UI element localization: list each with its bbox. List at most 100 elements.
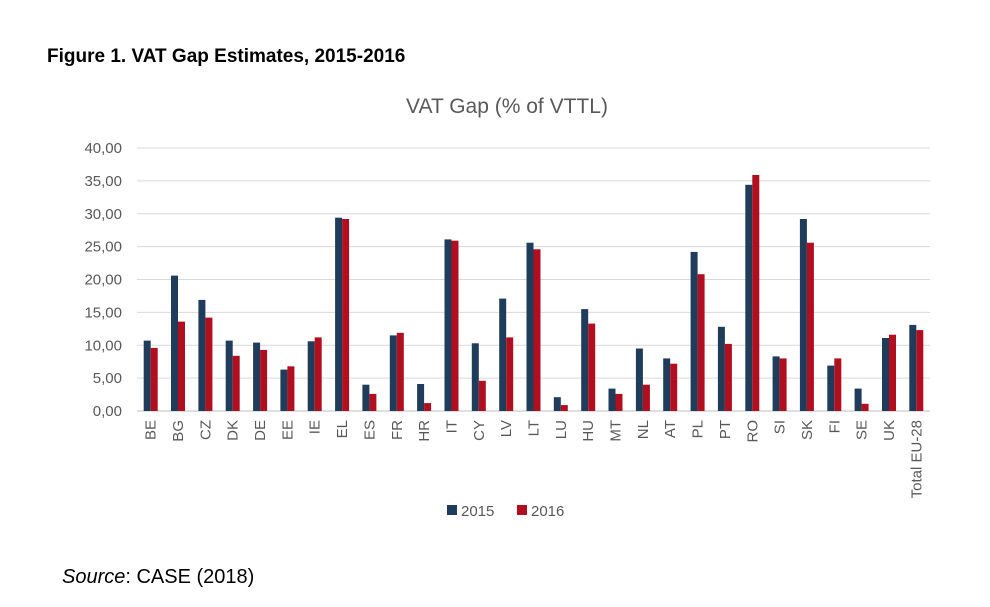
bar-2015: [143, 340, 151, 411]
bar-2016: [752, 175, 760, 411]
x-tick-label: LT: [526, 420, 543, 436]
x-tick-label: IT: [444, 420, 461, 433]
bar-2016: [506, 337, 514, 411]
bar-2016: [260, 349, 268, 411]
bar-2015: [717, 326, 725, 411]
bar-2016: [806, 242, 814, 411]
bar-2016: [834, 358, 842, 411]
bar-2016: [560, 405, 568, 411]
bar-2015: [444, 239, 452, 411]
legend: 2015 2016: [447, 503, 564, 520]
bar-2015: [471, 343, 479, 411]
x-axis: BE BG CZ DK DE EE IE EL ES FR HR IT CY LV LT LU HU MT NL AT…: [143, 420, 926, 499]
y-tick-label: 10,00: [84, 337, 122, 354]
bars: [143, 175, 924, 411]
bar-2015: [253, 342, 261, 411]
source-text: : CASE (2018): [125, 566, 255, 588]
x-tick-label: BE: [143, 420, 160, 440]
x-tick-label: ES: [361, 420, 378, 440]
y-tick-label: 5,00: [93, 370, 122, 387]
x-tick-label: SK: [799, 420, 816, 440]
x-tick-label: SI: [772, 420, 789, 434]
bar-2015: [307, 341, 315, 411]
bar-2016: [533, 249, 541, 411]
bar-2015: [909, 324, 917, 411]
x-tick-label: MT: [608, 420, 625, 442]
legend-swatch: [517, 505, 527, 515]
x-tick-label: PT: [717, 420, 734, 439]
bar-2015: [553, 397, 561, 411]
y-tick-label: 15,00: [84, 304, 122, 321]
bar-2015: [799, 219, 807, 411]
legend-label: 2015: [461, 503, 494, 520]
bar-2015: [854, 388, 862, 411]
bar-2015: [198, 299, 206, 411]
bar-2015: [526, 242, 534, 411]
x-tick-label: FR: [389, 420, 406, 440]
x-tick-label: RO: [744, 420, 761, 443]
bar-2015: [608, 388, 616, 411]
bar-2015: [772, 356, 780, 411]
bar-2015: [335, 217, 343, 411]
x-tick-label: CZ: [197, 420, 214, 440]
x-tick-label: UK: [881, 420, 898, 441]
bar-2015: [280, 369, 288, 411]
bar-2016: [861, 403, 869, 411]
y-tick-label: 35,00: [84, 173, 122, 190]
bar-2015: [389, 335, 397, 411]
x-tick-label: DE: [252, 420, 269, 441]
x-tick-label: LV: [498, 420, 515, 437]
x-tick-label: NL: [635, 420, 652, 439]
bar-2016: [150, 347, 158, 411]
bar-2015: [663, 358, 671, 411]
bar-2015: [690, 251, 698, 411]
bar-2015: [499, 298, 507, 411]
bar-2016: [342, 219, 350, 411]
bar-2015: [362, 384, 370, 411]
x-tick-label: EE: [279, 420, 296, 440]
bar-2015: [417, 384, 425, 411]
bar-2016: [451, 240, 459, 411]
x-tick-label: CY: [471, 420, 488, 441]
bar-2015: [225, 340, 233, 411]
bar-2016: [916, 330, 924, 411]
bar-2016: [642, 384, 650, 411]
bar-2016: [232, 355, 240, 411]
bar-2015: [635, 348, 643, 411]
y-tick-label: 25,00: [84, 239, 122, 256]
source-label: Source: [62, 566, 126, 588]
bar-2016: [670, 363, 678, 411]
bar-2016: [724, 343, 732, 411]
x-tick-label: LU: [553, 420, 570, 439]
bar-2015: [171, 275, 178, 411]
x-tick-label: BG: [170, 420, 187, 442]
x-tick-label: SE: [854, 420, 871, 440]
bar-2016: [889, 334, 896, 411]
source-note: Source: CASE (2018): [62, 566, 254, 589]
bar-2016: [697, 274, 705, 411]
x-tick-label: FI: [826, 420, 843, 433]
y-tick-label: 20,00: [84, 272, 122, 289]
bar-2016: [615, 393, 623, 411]
bar-2015: [745, 184, 753, 411]
bar-2016: [396, 332, 404, 411]
x-tick-label: PL: [690, 420, 707, 438]
x-tick-label: DK: [225, 420, 242, 441]
x-tick-label: HR: [416, 420, 433, 442]
bar-2016: [205, 317, 213, 411]
y-tick-label: 0,00: [93, 403, 122, 420]
x-tick-label: AT: [662, 420, 679, 438]
bar-2016: [424, 403, 432, 411]
x-tick-label: Total EU-28: [908, 420, 925, 498]
bar-2016: [369, 393, 377, 411]
x-tick-label: IE: [307, 420, 324, 434]
bar-2015: [882, 338, 889, 411]
x-tick-label: EL: [334, 420, 351, 438]
y-axis: 0,00 5,00 10,00 15,00 20,00 25,00 30,00 35,00 40…: [84, 140, 122, 420]
x-tick-label: HU: [580, 420, 597, 442]
bar-2016: [287, 366, 295, 411]
bar-2015: [581, 309, 589, 411]
bar-2015: [827, 365, 835, 411]
y-tick-label: 30,00: [84, 206, 122, 223]
legend-swatch: [447, 505, 457, 515]
